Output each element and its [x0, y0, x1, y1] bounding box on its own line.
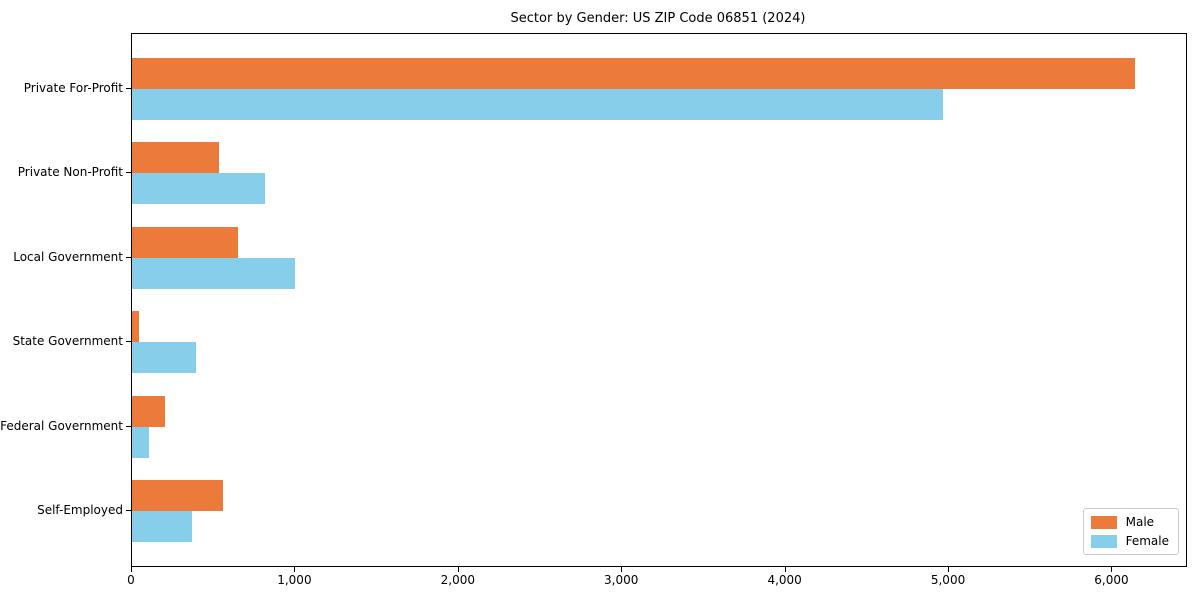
legend-label-female: Female	[1125, 534, 1169, 548]
y-tick	[126, 510, 131, 511]
legend: Male Female	[1082, 508, 1179, 555]
x-tick-label-4000: 4,000	[767, 573, 802, 587]
legend-entry-female: Female	[1090, 534, 1169, 548]
x-tick-label-6000: 6,000	[1094, 573, 1129, 587]
legend-swatch-male	[1090, 515, 1117, 529]
x-tick	[294, 567, 296, 572]
x-tick	[784, 567, 786, 572]
bar-female-local-government	[132, 257, 296, 289]
y-tick-label-private-for-profit: Private For-Profit	[23, 81, 123, 95]
bar-female-state-government	[132, 342, 196, 374]
bar-male-federal-government	[132, 395, 165, 427]
y-tick-label-self-employed: Self-Employed	[37, 503, 123, 517]
legend-entry-male: Male	[1090, 515, 1169, 529]
x-tick-label-1000: 1,000	[277, 573, 312, 587]
bar-female-federal-government	[132, 426, 150, 458]
x-tick	[131, 567, 132, 572]
chart-title: Sector by Gender: US ZIP Code 06851 (202…	[510, 11, 806, 26]
bar-male-self-employed	[132, 480, 223, 511]
bar-male-local-government	[132, 226, 239, 258]
y-tick	[126, 88, 131, 89]
bar-male-state-government	[132, 311, 139, 343]
y-tick-label-local-government: Local Government	[13, 249, 123, 264]
x-tick-label-2000: 2,000	[440, 573, 475, 587]
plot-area: Male Female	[131, 33, 1187, 567]
y-tick	[126, 172, 131, 174]
y-tick	[126, 256, 131, 258]
bar-male-private-for-profit	[132, 58, 1136, 89]
y-tick-label-state-government: State Government	[12, 334, 123, 349]
y-tick	[126, 425, 131, 427]
x-tick	[621, 567, 623, 572]
legend-swatch-female	[1090, 534, 1117, 548]
y-tick-label-private-non-profit: Private Non-Profit	[17, 165, 123, 180]
x-tick-label-3000: 3,000	[604, 573, 639, 587]
x-tick	[457, 567, 459, 572]
x-tick	[948, 567, 950, 572]
bar-female-private-for-profit	[132, 89, 944, 120]
bar-female-self-employed	[132, 511, 193, 542]
bar-male-private-non-profit	[132, 142, 220, 174]
x-tick-label-0: 0	[127, 573, 135, 587]
y-tick	[126, 341, 131, 343]
bar-female-private-non-profit	[132, 173, 266, 205]
x-tick	[1111, 567, 1113, 572]
x-tick-label-5000: 5,000	[930, 573, 966, 587]
y-tick-label-federal-government: Federal Government	[0, 418, 123, 433]
legend-label-male: Male	[1125, 515, 1155, 529]
